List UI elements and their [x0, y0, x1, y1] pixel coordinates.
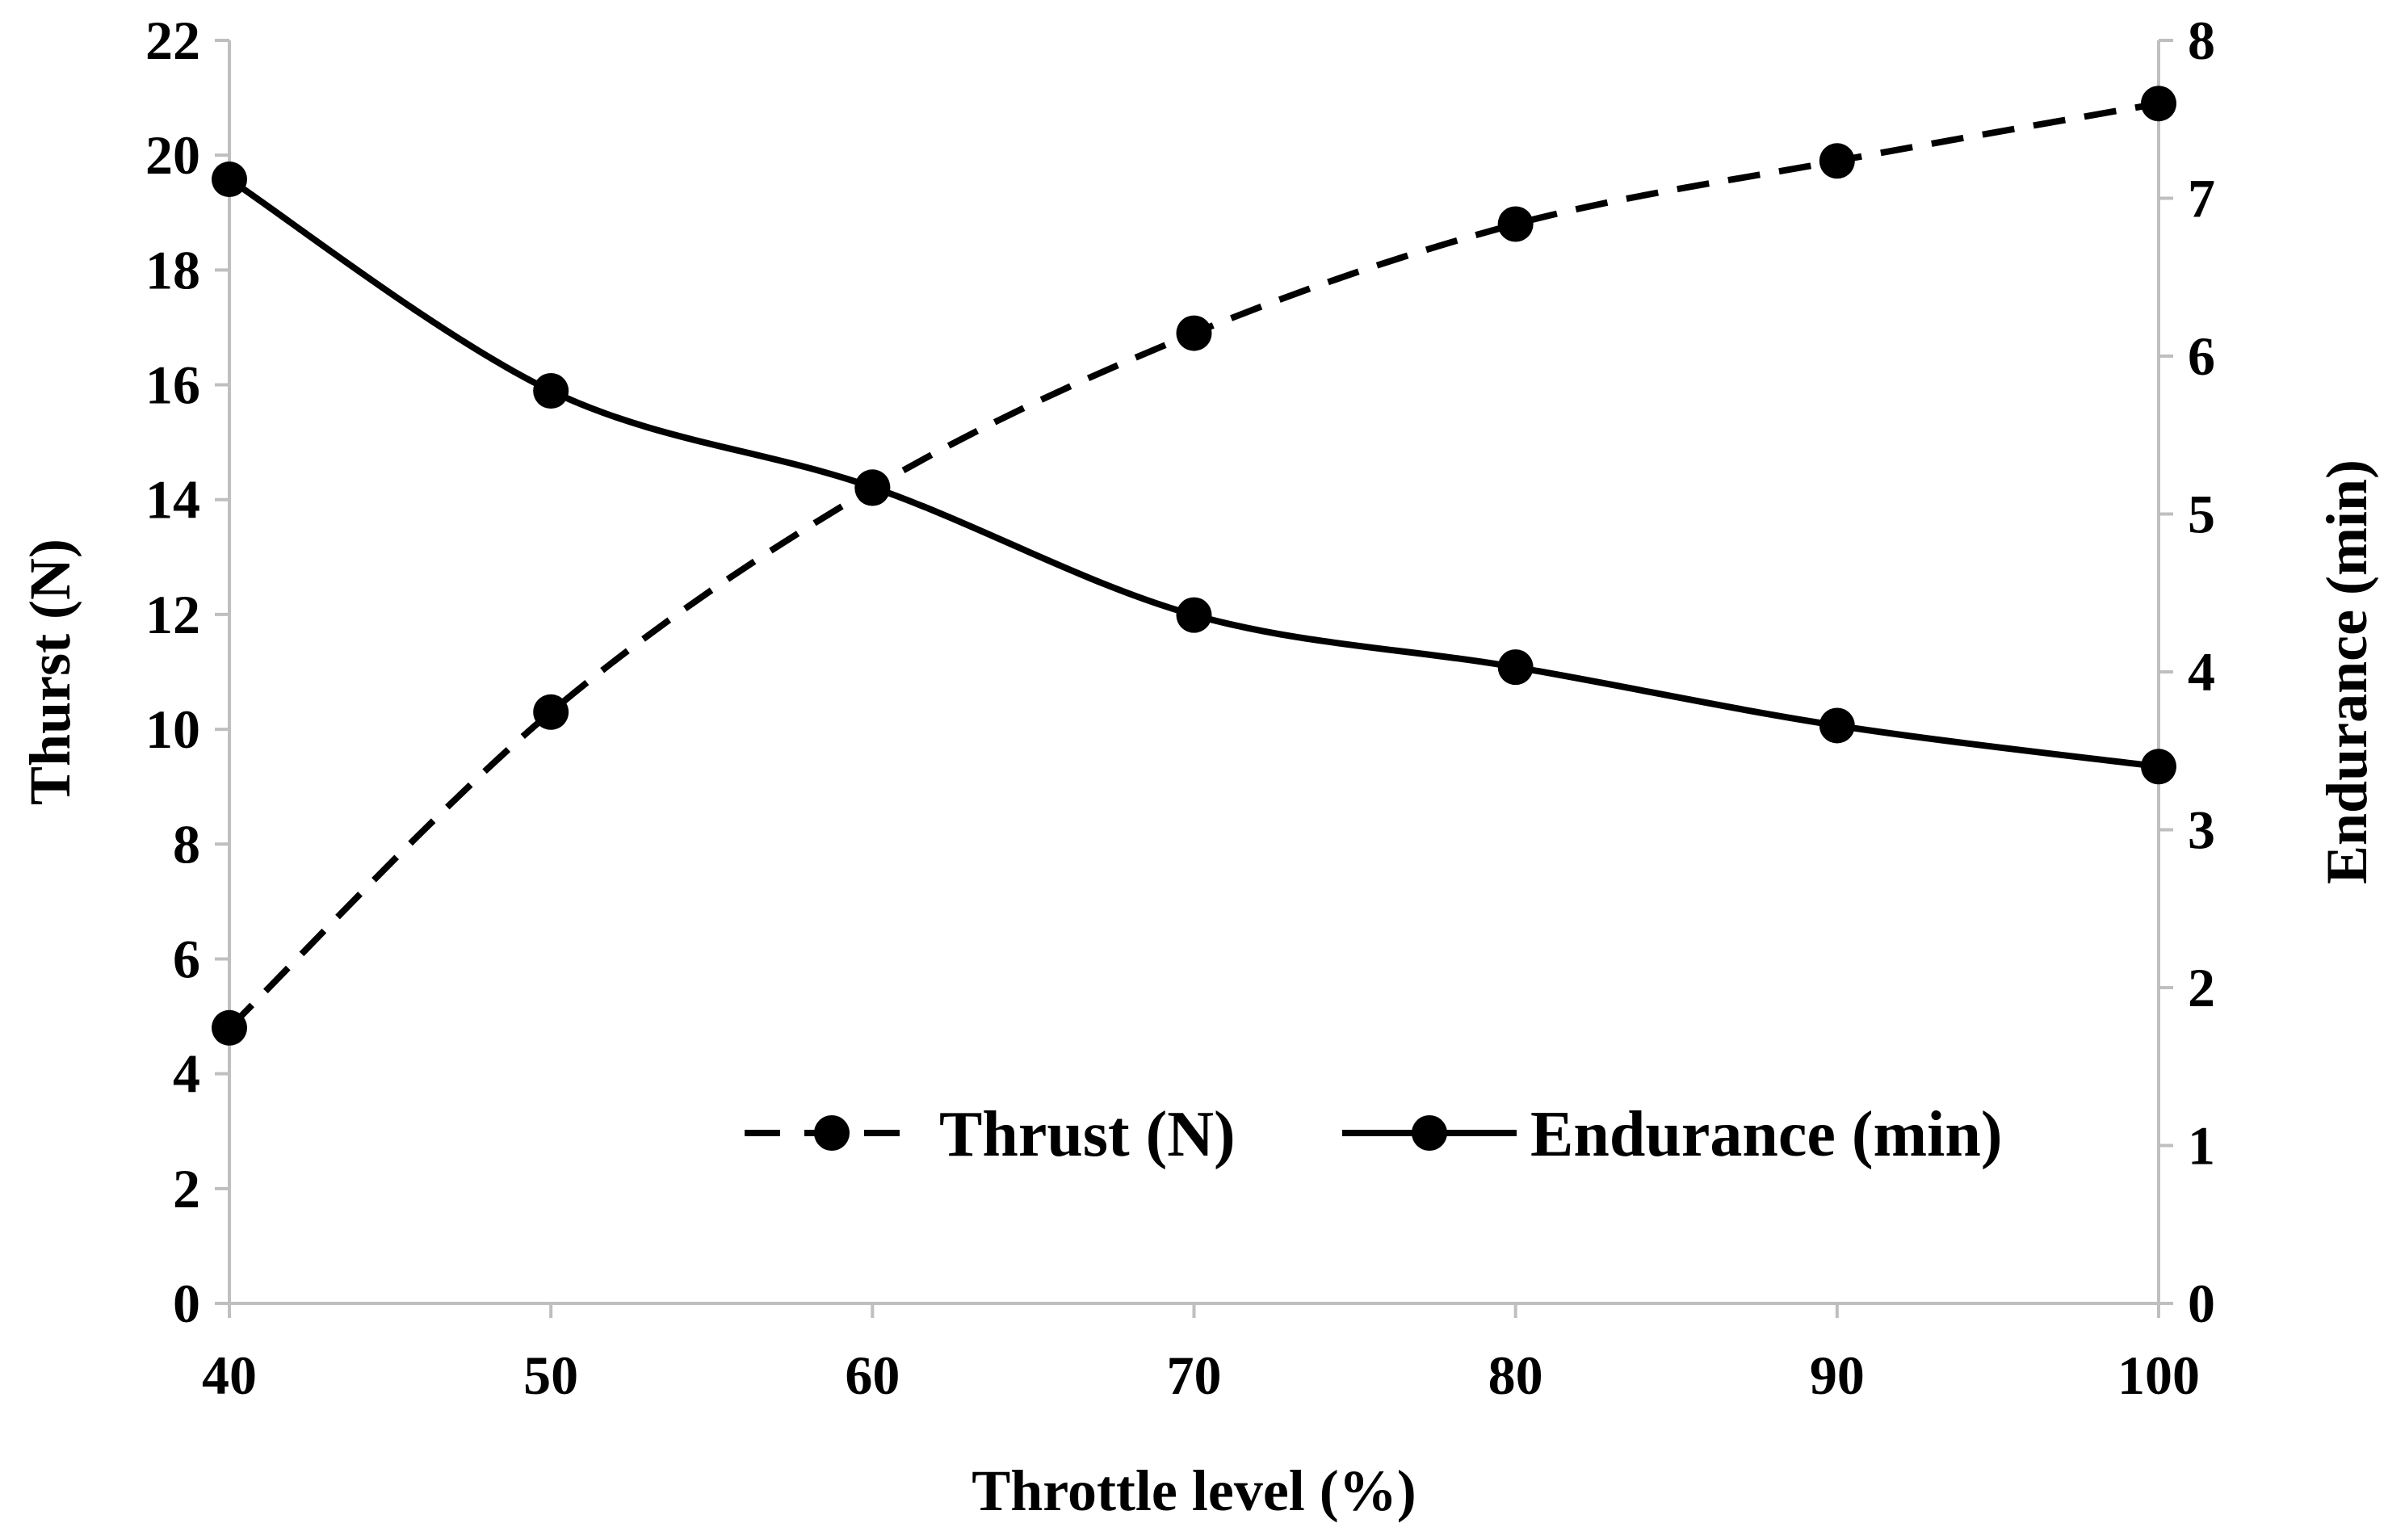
x-tick-label: 90 [1810, 1345, 1865, 1406]
right-y-tick-label: 7 [2188, 168, 2215, 229]
left-y-tick-label: 20 [145, 124, 200, 186]
legend-endurance-marker [1412, 1115, 1447, 1151]
thrust-data-point [1176, 315, 1212, 351]
x-tick-label: 40 [202, 1345, 257, 1406]
x-tick-label: 60 [845, 1345, 900, 1406]
left-y-tick-label: 14 [145, 469, 200, 531]
left-y-tick-label: 0 [173, 1273, 200, 1334]
endurance-data-point [1176, 597, 1212, 633]
legend: Thrust (N) Endurance (min) [745, 1099, 2003, 1170]
labels: Throttle level (%) Thurst (N) Endurance … [18, 459, 2379, 1523]
left-y-tick-label: 6 [173, 928, 200, 989]
endurance-data-point [854, 469, 891, 506]
endurance-data-point [212, 162, 247, 198]
endurance-data-point [1497, 649, 1534, 686]
left-y-tick-label: 18 [145, 239, 200, 300]
left-y-tick-label: 2 [173, 1158, 200, 1219]
x-tick-label: 100 [2117, 1345, 2200, 1406]
legend-thrust-marker [814, 1115, 850, 1151]
right-y-tick-label: 2 [2188, 957, 2215, 1018]
thrust-data-point [1819, 143, 1855, 179]
endurance-data-point [533, 373, 569, 409]
left-y-tick-label: 12 [145, 584, 200, 645]
legend-endurance-label: Endurance (min) [1530, 1099, 2003, 1170]
x-tick-label: 70 [1167, 1345, 1222, 1406]
left-y-tick-label: 22 [145, 10, 200, 71]
thrust-data-point [212, 1009, 247, 1046]
right-y-tick-label: 1 [2188, 1115, 2215, 1177]
thrust-series-line [227, 100, 2159, 1030]
right-y-tick-label: 0 [2188, 1273, 2215, 1334]
left-y-tick-label: 4 [173, 1043, 200, 1105]
x-tick-label: 50 [523, 1345, 578, 1406]
left-y-tick-label: 16 [145, 355, 200, 416]
thrust-data-point [1497, 206, 1534, 242]
endurance-data-point [1819, 707, 1855, 744]
thrust-data-point [533, 694, 569, 730]
right-y-tick-label: 8 [2188, 10, 2215, 71]
right-y-tick-label: 5 [2188, 484, 2215, 545]
series [212, 86, 2176, 1046]
right-y-axis-title: Endurance (min) [2315, 459, 2379, 884]
right-y-tick-label: 6 [2188, 325, 2215, 387]
x-axis-title: Throttle level (%) [972, 1458, 1416, 1523]
endurance-data-point [2141, 749, 2176, 785]
legend-thrust-label: Thrust (N) [939, 1099, 1236, 1170]
x-tick-label: 80 [1488, 1345, 1543, 1406]
right-y-tick-label: 4 [2188, 641, 2215, 703]
thrust-data-point [2141, 86, 2176, 122]
left-y-tick-label: 8 [173, 813, 200, 875]
right-y-tick-label: 3 [2188, 799, 2215, 861]
left-y-tick-label: 10 [145, 699, 200, 760]
left-y-axis-title: Thurst (N) [18, 539, 82, 805]
endurance-series-line [227, 176, 2159, 770]
